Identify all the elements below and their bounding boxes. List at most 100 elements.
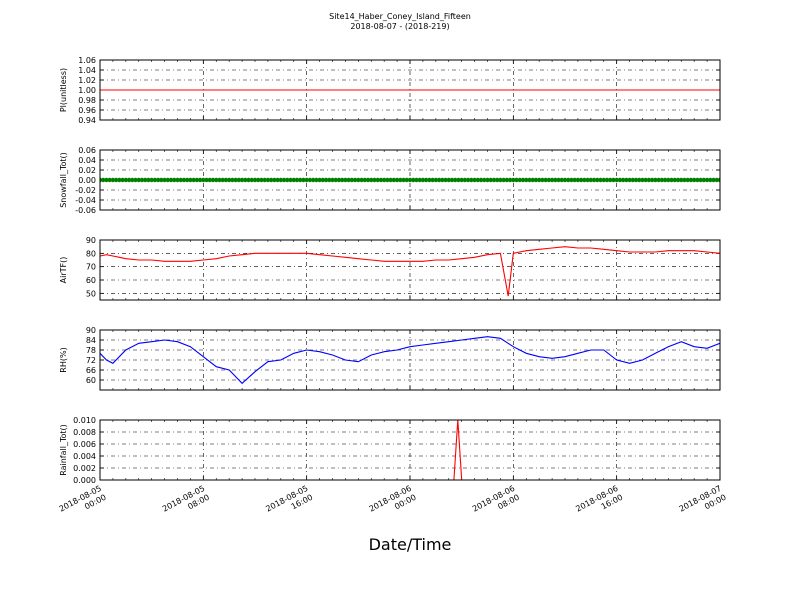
data-point — [301, 177, 306, 183]
data-point — [536, 177, 542, 183]
x-tick-label: 2018-08-0500:00 — [58, 484, 108, 523]
data-point — [485, 177, 490, 183]
data-point — [101, 177, 106, 183]
data-point — [640, 177, 645, 183]
data-point — [272, 177, 277, 183]
y-tick-label: 0.006 — [73, 440, 96, 449]
y-tick-label: 0.00 — [78, 176, 96, 185]
y-axis-label: Rainfall_Tot() — [59, 424, 68, 476]
data-point — [488, 177, 493, 183]
data-point — [162, 177, 167, 183]
data-point — [146, 177, 151, 183]
data-point — [375, 177, 380, 183]
data-point — [204, 177, 209, 183]
data-point — [585, 177, 590, 183]
axes-frame — [99, 329, 721, 391]
data-point — [672, 177, 677, 183]
y-tick-label: 0.06 — [78, 146, 96, 155]
data-point — [430, 177, 435, 183]
y-tick-label: 0.010 — [73, 416, 96, 425]
data-point — [123, 177, 129, 183]
data-point — [152, 177, 158, 183]
data-point — [333, 177, 338, 183]
y-tick-label: 0.002 — [73, 464, 96, 473]
data-point — [417, 177, 422, 183]
data-point — [491, 177, 497, 183]
data-point — [223, 177, 229, 183]
data-point — [514, 177, 519, 183]
y-tick-label: 72 — [86, 356, 96, 365]
data-point — [465, 177, 471, 183]
data-point — [110, 177, 116, 183]
data-point — [462, 177, 468, 183]
data-point — [310, 177, 316, 183]
y-tick-label: 70 — [86, 263, 96, 272]
y-tick-label: 0.000 — [73, 476, 96, 485]
data-point — [407, 177, 413, 183]
data-point — [659, 177, 665, 183]
data-point — [456, 177, 461, 183]
data-point — [601, 177, 606, 183]
data-point — [181, 177, 187, 183]
x-tick-label: 2018-08-0516:00 — [264, 484, 314, 523]
data-point — [711, 177, 716, 183]
y-tick-label: 0.96 — [78, 106, 96, 115]
data-point — [285, 177, 290, 183]
data-point — [666, 177, 671, 183]
data-point — [608, 177, 613, 183]
data-point — [133, 177, 138, 183]
data-point — [230, 177, 235, 183]
data-point — [391, 177, 397, 183]
data-point — [201, 177, 206, 183]
data-point — [330, 177, 335, 183]
data-point — [669, 177, 674, 183]
series-line-airtf — [100, 246, 720, 297]
y-tick-label: 0.02 — [78, 166, 96, 175]
x-tick-label: 2018-08-0616:00 — [574, 484, 624, 523]
data-point — [453, 177, 458, 183]
data-point — [184, 177, 190, 183]
data-point — [149, 177, 154, 183]
data-point — [637, 177, 642, 183]
data-point — [356, 177, 361, 183]
chart-title-line2: 2018-08-07 - (2018-219) — [350, 22, 449, 31]
data-point — [268, 177, 274, 183]
data-point — [317, 177, 322, 183]
data-point — [553, 177, 558, 183]
axes-frame — [99, 419, 721, 481]
y-tick-label: 1.06 — [78, 56, 96, 65]
axes-frame — [99, 59, 721, 121]
x-axis-label: Date/Time — [369, 535, 452, 554]
x-tick-label: 2018-08-0600:00 — [368, 484, 418, 523]
data-point — [433, 177, 439, 183]
y-tick-label: 84 — [86, 336, 96, 345]
data-point — [307, 177, 313, 183]
data-point — [501, 177, 506, 183]
data-point — [233, 177, 238, 183]
data-point — [546, 177, 552, 183]
data-point — [498, 177, 503, 183]
data-point — [394, 177, 400, 183]
y-tick-label: 80 — [86, 249, 96, 258]
data-point — [217, 177, 222, 183]
data-point — [294, 177, 300, 183]
data-point — [527, 177, 532, 183]
y-tick-label: 1.02 — [78, 76, 96, 85]
data-point — [298, 177, 303, 183]
data-point — [372, 177, 377, 183]
y-axis-label: RH(%) — [59, 347, 68, 372]
data-point — [197, 177, 203, 183]
data-point — [420, 177, 426, 183]
data-point — [398, 177, 403, 183]
data-point — [107, 177, 112, 183]
x-tick-label: 2018-08-0508:00 — [161, 484, 211, 523]
data-point — [320, 177, 326, 183]
data-point — [278, 177, 284, 183]
data-point — [520, 177, 526, 183]
data-point — [624, 177, 629, 183]
data-point — [443, 177, 448, 183]
y-tick-label: 60 — [86, 276, 96, 285]
data-point — [323, 177, 329, 183]
data-point — [214, 177, 219, 183]
